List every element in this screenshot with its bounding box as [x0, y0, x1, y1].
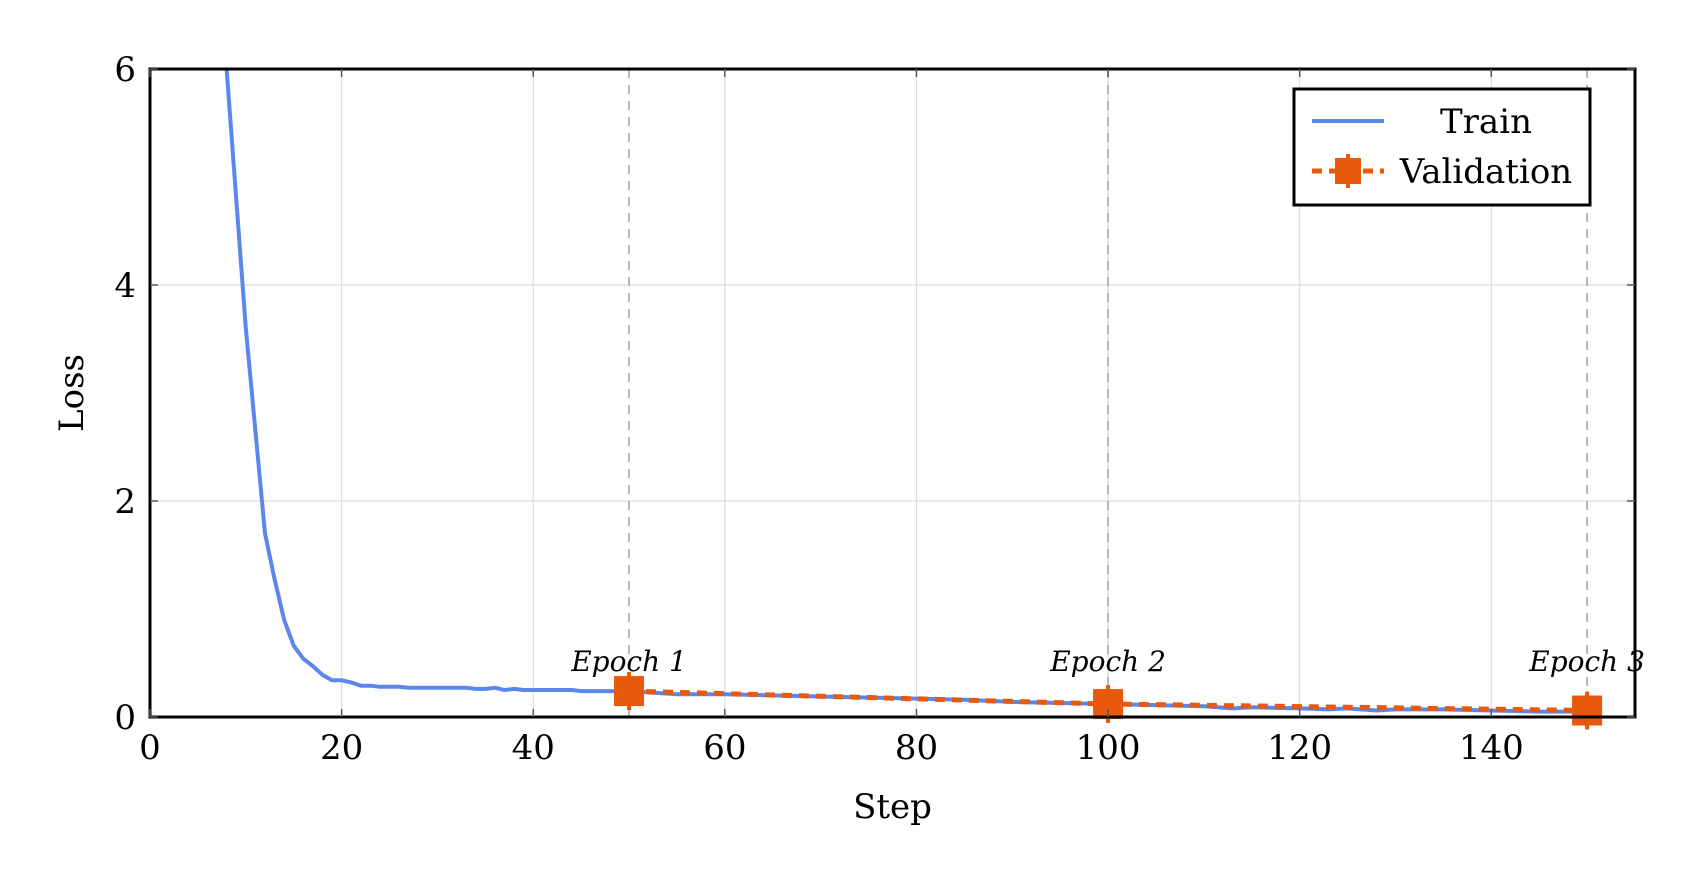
epoch-annotation: Epoch 2: [1049, 645, 1166, 678]
y-tick-label: 2: [114, 482, 136, 522]
y-tick-label: 0: [114, 698, 136, 738]
x-tick-label: 40: [512, 728, 555, 768]
x-tick-label: 140: [1459, 728, 1524, 768]
x-tick-label: 60: [703, 728, 746, 768]
legend-label-train: Train: [1440, 102, 1532, 142]
y-tick-label: 4: [114, 266, 136, 306]
legend-box: [1292, 87, 1592, 207]
plot-frame: [148, 67, 1637, 719]
legend: Train Validation: [1292, 87, 1592, 207]
x-tick-label: 80: [895, 728, 938, 768]
x-tick-label: 100: [1076, 728, 1141, 768]
x-tick-label: 120: [1267, 728, 1332, 768]
legend-label-validation: Validation: [1399, 152, 1572, 192]
y-tick-label: 6: [114, 50, 136, 90]
epoch-annotation: Epoch 3: [1528, 645, 1645, 678]
x-tick-label: 0: [139, 728, 161, 768]
y-axis-title: Loss: [52, 354, 92, 432]
epoch-annotation: Epoch 1: [570, 645, 687, 678]
x-tick-label: 20: [320, 728, 363, 768]
x-axis-title: Step: [853, 787, 932, 827]
